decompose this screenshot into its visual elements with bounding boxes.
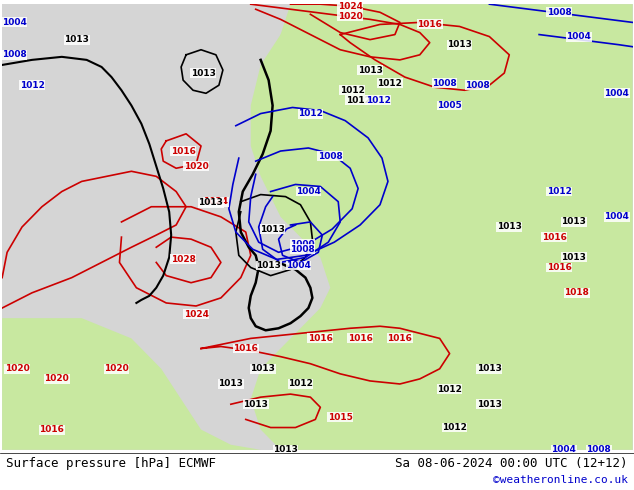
Text: 1004: 1004 bbox=[286, 261, 311, 270]
Text: 1004: 1004 bbox=[566, 32, 592, 41]
Text: ©weatheronline.co.uk: ©weatheronline.co.uk bbox=[493, 475, 628, 485]
Text: 1024: 1024 bbox=[183, 310, 209, 318]
Text: 1028: 1028 bbox=[171, 255, 195, 264]
Text: 1016: 1016 bbox=[171, 147, 195, 155]
Text: 1008: 1008 bbox=[318, 151, 342, 161]
Text: 1012: 1012 bbox=[288, 379, 313, 389]
Text: 1024: 1024 bbox=[204, 197, 228, 206]
Text: 1020: 1020 bbox=[104, 364, 129, 373]
Text: 1024: 1024 bbox=[338, 1, 363, 11]
Text: 1008: 1008 bbox=[465, 81, 490, 90]
Text: Sa 08-06-2024 00:00 UTC (12+12): Sa 08-06-2024 00:00 UTC (12+12) bbox=[395, 457, 628, 470]
Text: 1013: 1013 bbox=[273, 445, 298, 454]
Text: 1013: 1013 bbox=[243, 400, 268, 409]
Text: 1004: 1004 bbox=[552, 445, 576, 454]
Text: 1013: 1013 bbox=[562, 218, 586, 226]
Text: 1008: 1008 bbox=[290, 245, 315, 254]
Text: 1012: 1012 bbox=[377, 79, 403, 88]
Text: 1008: 1008 bbox=[2, 50, 27, 59]
Text: 1013: 1013 bbox=[256, 261, 281, 270]
Text: 1013: 1013 bbox=[477, 400, 502, 409]
Text: 1016: 1016 bbox=[233, 344, 258, 353]
Text: 1015: 1015 bbox=[328, 413, 353, 422]
Text: 1016: 1016 bbox=[417, 20, 442, 29]
Text: 1008: 1008 bbox=[432, 79, 457, 88]
Text: 1008: 1008 bbox=[547, 8, 571, 17]
Text: 1016: 1016 bbox=[387, 334, 412, 343]
Text: 1016: 1016 bbox=[547, 263, 571, 272]
Text: 1004: 1004 bbox=[2, 18, 27, 27]
Text: 1018: 1018 bbox=[564, 288, 590, 297]
Text: Surface pressure [hPa] ECMWF: Surface pressure [hPa] ECMWF bbox=[6, 457, 216, 470]
Text: 1008: 1008 bbox=[586, 445, 611, 454]
Text: 1020: 1020 bbox=[184, 162, 209, 171]
Text: 1020: 1020 bbox=[4, 364, 29, 373]
Polygon shape bbox=[281, 4, 380, 85]
Text: 1004: 1004 bbox=[296, 187, 321, 196]
Text: 1004: 1004 bbox=[604, 89, 629, 98]
Text: 1013: 1013 bbox=[358, 66, 382, 74]
Text: 1013: 1013 bbox=[250, 364, 275, 373]
Text: 1012: 1012 bbox=[20, 81, 44, 90]
Text: 1016: 1016 bbox=[39, 425, 64, 434]
Text: 1013: 1013 bbox=[260, 224, 285, 234]
Text: 1013: 1013 bbox=[447, 40, 472, 49]
Text: 1013: 1013 bbox=[497, 222, 522, 231]
Text: 1013: 1013 bbox=[198, 198, 223, 207]
Text: 1000: 1000 bbox=[290, 240, 314, 249]
Text: 1020: 1020 bbox=[44, 374, 69, 383]
Text: 1013: 1013 bbox=[191, 69, 216, 77]
Text: 1020: 1020 bbox=[338, 12, 363, 21]
Text: 1016: 1016 bbox=[347, 334, 373, 343]
Text: 1016: 1016 bbox=[541, 233, 566, 242]
Text: 1012: 1012 bbox=[298, 109, 323, 118]
Text: 1012: 1012 bbox=[547, 187, 571, 196]
Text: 1013: 1013 bbox=[477, 364, 502, 373]
Text: 1012: 1012 bbox=[346, 96, 370, 105]
Text: 1012: 1012 bbox=[437, 385, 462, 393]
Polygon shape bbox=[2, 4, 633, 450]
Text: 1004: 1004 bbox=[604, 212, 629, 221]
Text: 1012: 1012 bbox=[340, 86, 365, 95]
Polygon shape bbox=[2, 318, 261, 450]
Text: 1012: 1012 bbox=[442, 423, 467, 432]
Text: 1013: 1013 bbox=[64, 35, 89, 44]
Text: 1016: 1016 bbox=[308, 334, 333, 343]
Text: 1013: 1013 bbox=[218, 379, 243, 389]
Polygon shape bbox=[250, 4, 633, 450]
Text: 1013: 1013 bbox=[562, 253, 586, 262]
Text: 1005: 1005 bbox=[437, 101, 462, 110]
Text: 1012: 1012 bbox=[366, 96, 391, 105]
